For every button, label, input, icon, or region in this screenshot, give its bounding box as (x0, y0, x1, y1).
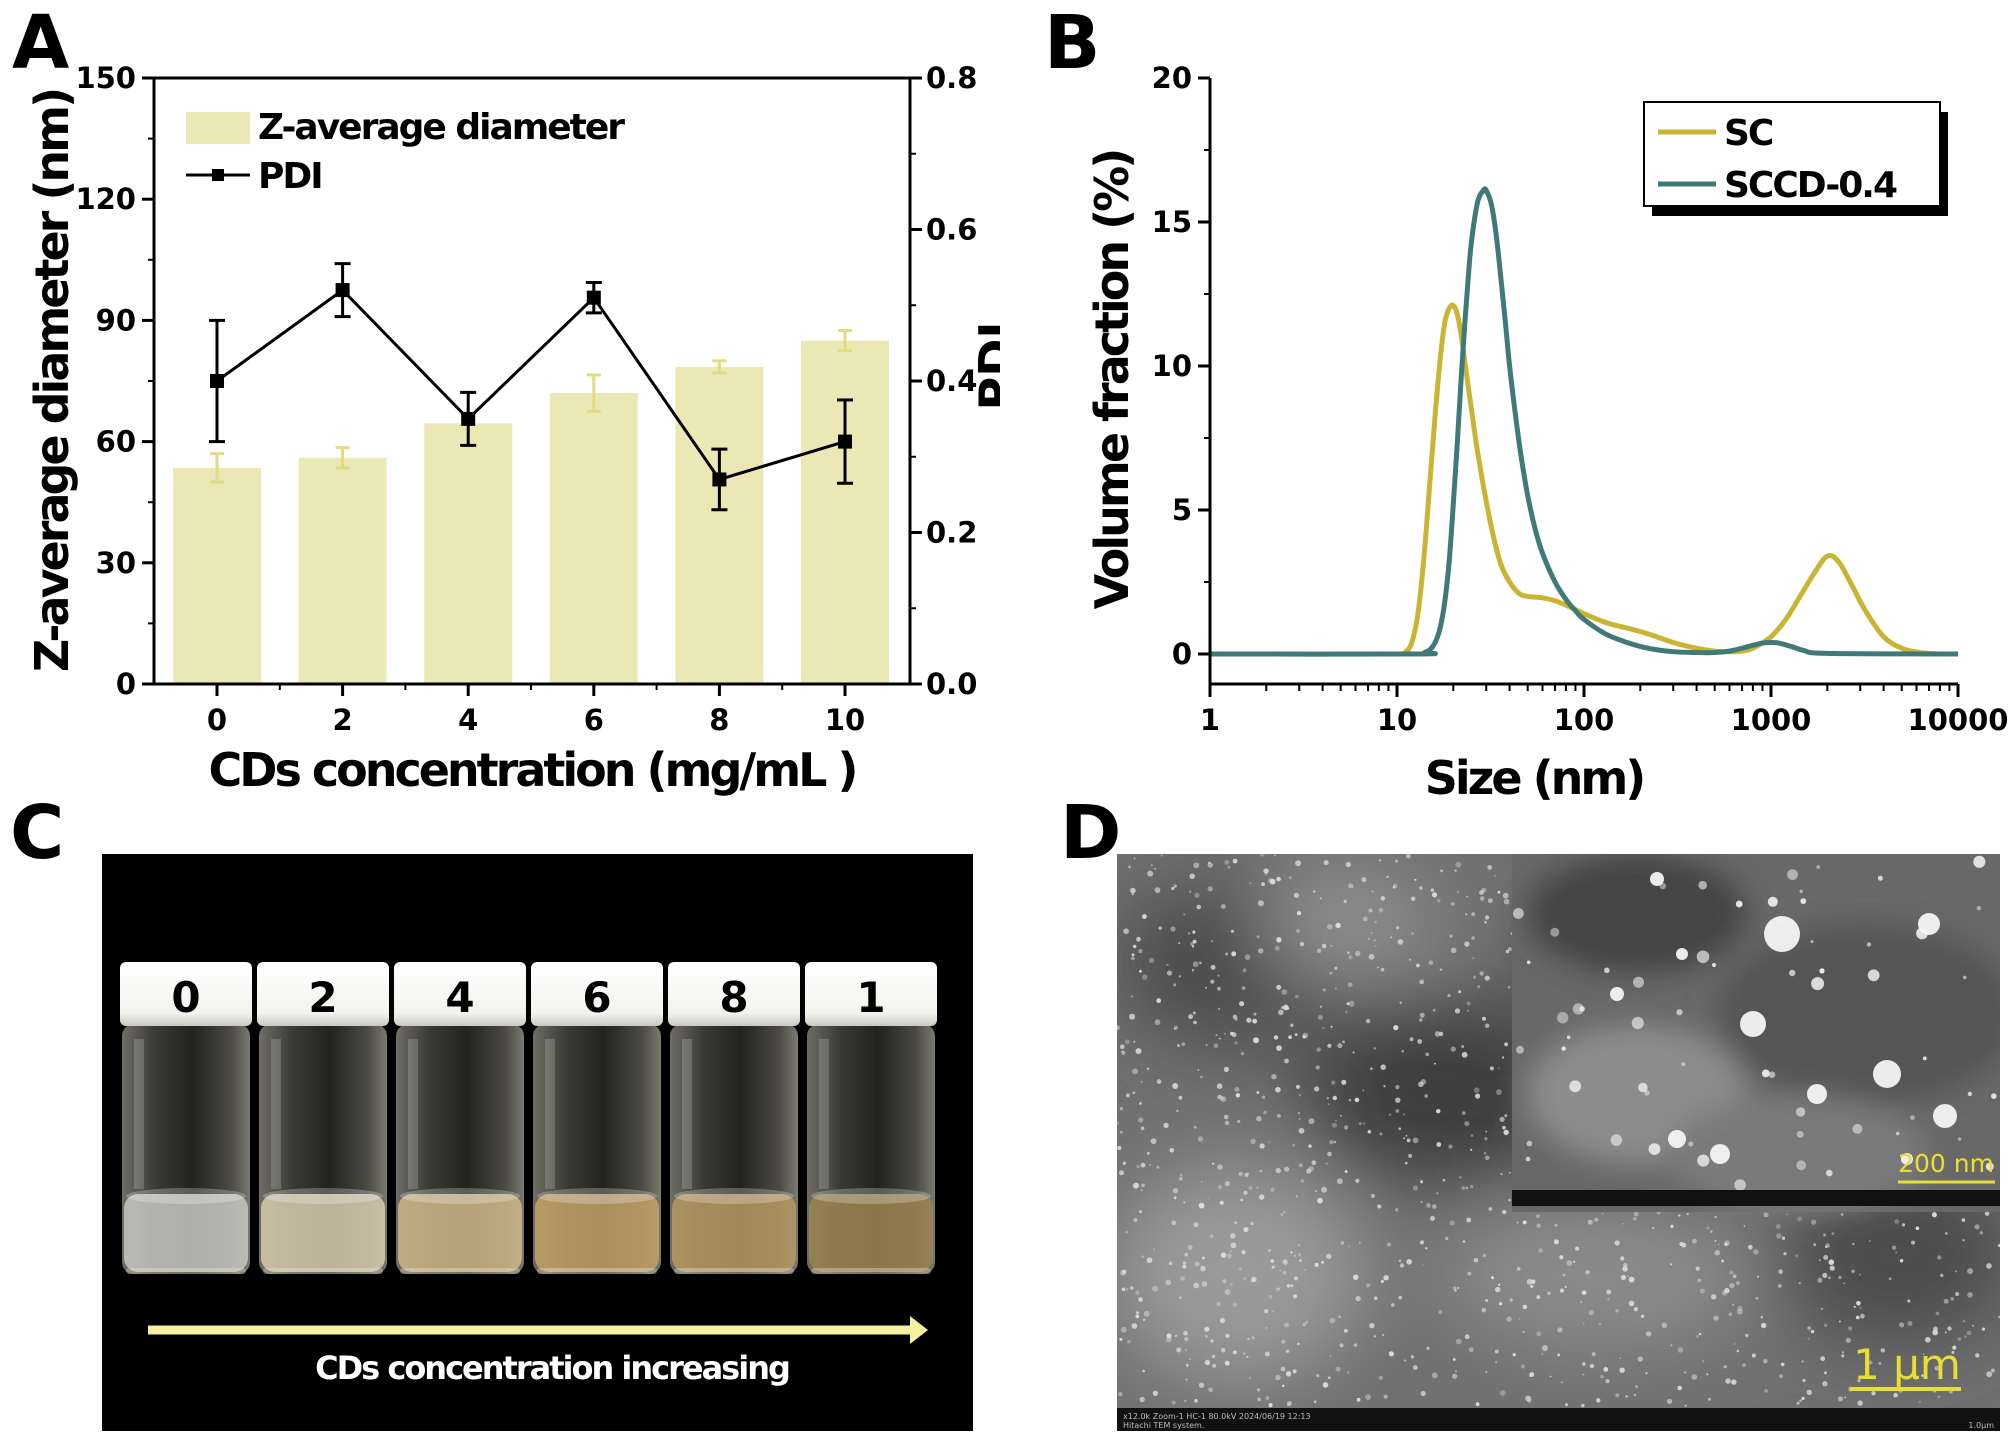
chart-a: 0 30 60 90 120 150 0.0 0.2 0.4 0.6 0.8 0 2 4 6 8 10 Z-av… (25, 61, 1000, 797)
vial-2: 2 (257, 962, 389, 1274)
chart-a-pdi-line (216, 288, 846, 482)
tem-caption: x12.0k Zoom-1 HC-1 80.0kV 2024/06/19 12:… (1123, 1412, 1311, 1421)
vial-label-6: 1 (856, 973, 885, 1022)
chart-a-legend: Z-average diameter PDI (186, 107, 627, 197)
bar-z-average-4 (424, 423, 513, 684)
chart-a-y2label: PDI (969, 321, 1000, 410)
pdi-point-0 (210, 374, 224, 388)
chart-b-lines (1209, 186, 1959, 657)
x-tick-8: 8 (709, 703, 729, 737)
tem-caption-right: 1.0μm (1968, 1421, 1994, 1430)
pdi-point-2 (335, 283, 350, 298)
bar-z-average-0 (173, 467, 261, 684)
panel-letter-d: D (1060, 790, 1122, 876)
chart-b-xlabel: Size (nm) (1425, 751, 1644, 805)
y2-tick-0.6: 0.6 (926, 213, 977, 247)
y-tick-10: 10 (1152, 349, 1192, 383)
y-tick-120: 120 (75, 182, 136, 216)
tem-particles (1117, 854, 2000, 1408)
pdi-point-4 (461, 411, 476, 426)
y2-tick-0.8: 0.8 (926, 61, 977, 95)
legend-label-z-average: Z-average diameter (258, 107, 625, 148)
y-tick-5: 5 (1172, 493, 1192, 527)
bar-error-6 (586, 373, 601, 413)
x-tick-4: 4 (458, 703, 478, 737)
vial-6: 1 (805, 962, 937, 1274)
vial-label-1: 0 (171, 973, 200, 1022)
x-tick-10000: 10000 (1908, 703, 2008, 737)
y-tick-150: 150 (75, 61, 136, 95)
bar-z-average-2 (298, 457, 387, 684)
x-tick-6: 6 (584, 703, 604, 737)
vial-5: 8 (668, 962, 800, 1274)
tem-inset-particles (1513, 855, 1997, 1191)
bar-z-average-8 (675, 366, 764, 684)
x-tick-10: 10 (825, 703, 865, 737)
chart-b-legend: SC SCCD-0.4 (1643, 101, 1948, 216)
legend-label-sccd: SCCD-0.4 (1724, 165, 1897, 206)
vials-group: 0 2 4 6 8 1 (120, 962, 937, 1274)
bar-error-10 (838, 329, 852, 353)
chart-b-ylabel: Volume fraction (%) (1085, 151, 1139, 610)
y-tick-60: 60 (96, 425, 136, 459)
x-tick-2: 2 (333, 703, 353, 737)
legend-swatch-z-average (186, 112, 250, 144)
pdi-point-10 (838, 434, 852, 449)
pdi-point-8 (712, 472, 727, 487)
chart-b: 0 5 10 15 20 1 10 100 1000 10000 SC SCCD-0.4 Size… (1085, 61, 2008, 805)
main-scale-label: 1 μm (1853, 1340, 1961, 1389)
vial-3: 4 (394, 962, 526, 1274)
legend-label-pdi: PDI (258, 156, 322, 197)
inset-scale-label: 200 nm (1898, 1149, 1994, 1178)
chart-a-bar-errors (210, 329, 852, 484)
y2-tick-0.0: 0.0 (926, 667, 977, 701)
legend-swatch-pdi-marker (212, 169, 224, 181)
y-tick-15: 15 (1152, 205, 1192, 239)
vial-1: 0 (120, 962, 252, 1274)
x-tick-10: 10 (1377, 703, 1417, 737)
x-tick-100: 100 (1554, 703, 1615, 737)
vial-label-2: 2 (308, 973, 337, 1022)
y-tick-30: 30 (96, 546, 136, 580)
legend-label-sc: SC (1724, 113, 1773, 154)
tem-caption-2: Hitachi TEM system. (1123, 1421, 1204, 1430)
chart-a-pdi-points (210, 283, 852, 487)
x-tick-1000: 1000 (1731, 703, 1812, 737)
concentration-arrow-label: CDs concentration increasing (315, 1349, 789, 1387)
x-tick-1: 1 (1200, 703, 1220, 737)
pdi-point-6 (586, 290, 601, 305)
y-tick-0: 0 (116, 667, 136, 701)
concentration-arrow-head (910, 1316, 928, 1344)
legend-box (1643, 101, 1941, 207)
vial-4: 6 (531, 962, 663, 1274)
bar-z-average-6 (549, 393, 638, 684)
vials-photo: 0 2 4 6 8 1 CDs concentration increasing (102, 854, 973, 1431)
chart-a-ylabel: Z-average diameter (nm) (25, 90, 79, 672)
x-tick-0: 0 (207, 703, 227, 737)
y-tick-20: 20 (1152, 61, 1192, 95)
chart-a-xlabel: CDs concentration (mg/mL ) (209, 743, 856, 797)
vial-label-4: 6 (582, 973, 611, 1022)
y-tick-90: 90 (96, 303, 136, 337)
y2-tick-0.2: 0.2 (926, 516, 977, 550)
bar-error-2 (335, 446, 350, 470)
chart-a-axes: 0 30 60 90 120 150 0.0 0.2 0.4 0.6 0.8 0 2 4 6 8 10 (75, 61, 977, 737)
series-line-sc (1209, 302, 1959, 657)
panel-letter-a: A (12, 0, 70, 86)
chart-b-axes: 0 5 10 15 20 1 10 100 1000 10000 (1152, 61, 2008, 737)
bar-z-average-10 (801, 340, 889, 684)
panel-letter-c: C (10, 790, 65, 876)
tem-micrograph: 200 nm 1 μm x12.0k Zoom-1 HC-1 80.0kV 20… (1117, 854, 2000, 1431)
bar-error-8 (712, 359, 727, 375)
y-tick-0: 0 (1172, 637, 1192, 671)
y2-tick-0.4: 0.4 (926, 364, 977, 398)
vial-label-3: 4 (445, 973, 474, 1022)
series-line-sccd-0-4 (1209, 186, 1959, 657)
bar-error-0 (210, 452, 224, 484)
vial-label-5: 8 (719, 973, 748, 1022)
chart-a-bars (173, 340, 889, 684)
panel-letter-b: B (1044, 0, 1101, 86)
